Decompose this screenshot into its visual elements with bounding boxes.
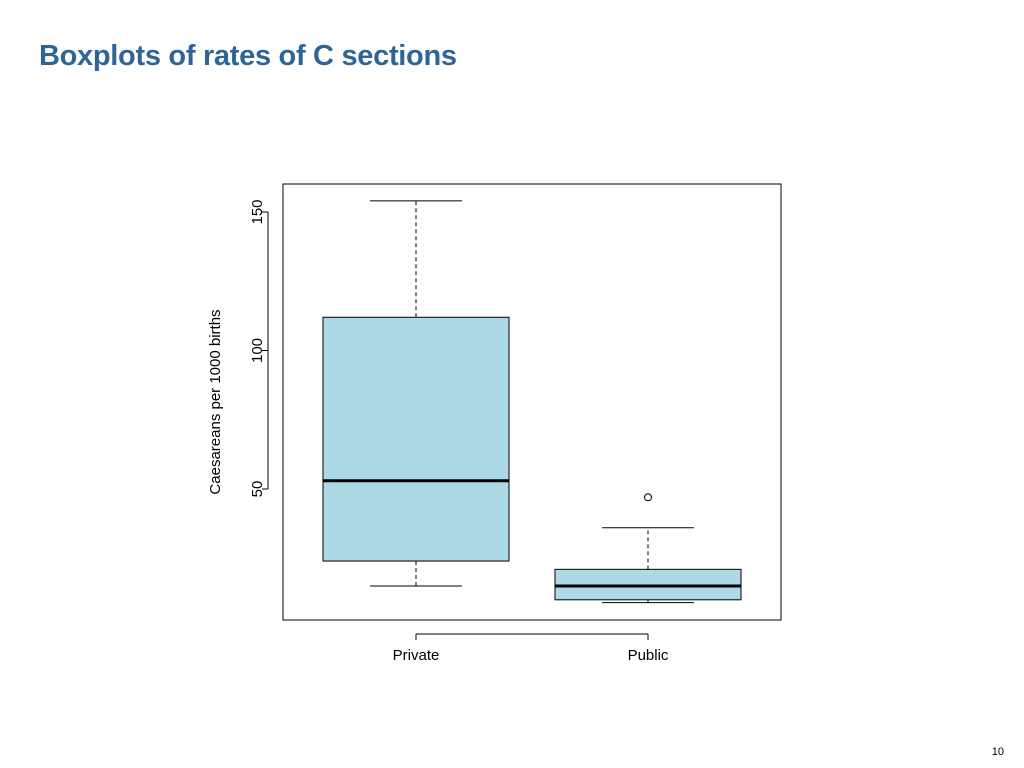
plot-frame: [282, 183, 782, 621]
outlier-point: [644, 493, 652, 502]
slide-title: Boxplots of rates of C sections: [39, 40, 457, 72]
box-series: [322, 200, 742, 604]
x-tick-label: Public: [628, 647, 669, 664]
box-public: [554, 493, 742, 604]
y-tick-label: 100: [249, 338, 266, 363]
box-private: [322, 200, 510, 587]
page-number: 10: [991, 746, 1004, 758]
y-axis: 50 100 150: [249, 199, 269, 498]
iqr-box: [322, 316, 510, 562]
y-tick-label: 50: [249, 481, 266, 498]
x-axis: Private Public: [393, 633, 669, 664]
x-tick-label: Private: [393, 647, 440, 664]
y-axis-label: Caesareans per 1000 births: [207, 309, 224, 494]
y-tick-label: 150: [249, 199, 266, 224]
